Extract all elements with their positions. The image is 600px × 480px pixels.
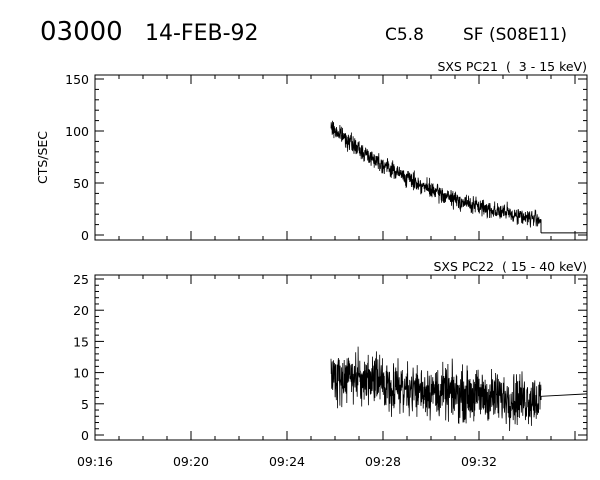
y-tick-label: 5: [81, 397, 89, 412]
y-tick-label: 50: [73, 176, 89, 191]
x-tick-label: 09:32: [461, 454, 497, 469]
y-tick-label: 20: [73, 303, 89, 318]
x-tick-label: 09:24: [269, 454, 305, 469]
panel-pc21-data: [330, 120, 587, 234]
y-tick-label: 25: [73, 272, 89, 287]
y-tick-label: 150: [65, 72, 89, 87]
event-id: 03000: [40, 17, 123, 47]
series-line: [330, 120, 542, 228]
y-tick-label: 100: [65, 124, 89, 139]
panel-pc21-ticks: 0 50 100 150: [65, 72, 587, 243]
panel-pc21-frame: [94, 74, 588, 241]
x-tick-label: 09:20: [173, 454, 209, 469]
goes-class: C5.8: [385, 25, 424, 45]
event-date: 14-FEB-92: [145, 21, 259, 46]
y-tick-label: 15: [73, 334, 89, 349]
y-tick-label: 0: [81, 228, 89, 243]
series-line: [330, 346, 542, 432]
panel-pc21: SXS PC21 ( 3 - 15 keV) CTS/SEC 0 50 100 150: [35, 59, 588, 243]
panel-pc22-title: SXS PC22 ( 15 - 40 keV): [433, 259, 587, 274]
x-tick-label: 09:28: [365, 454, 401, 469]
y-tick-label: 0: [81, 428, 89, 443]
flare-info: SF (S08E11): [463, 25, 567, 45]
panel-pc22-frame: [94, 274, 588, 441]
series-tail: [540, 393, 588, 397]
panel-pc21-title: SXS PC21 ( 3 - 15 keV): [437, 59, 587, 74]
panel-pc22-ticks: 0 5 10 15 20 25 09:16 09:20 09:24 09:28 09:32: [73, 272, 587, 469]
panel-pc21-ylabel: CTS/SEC: [35, 131, 50, 184]
panel-pc22-data: [330, 346, 588, 432]
x-tick-label: 09:16: [77, 454, 113, 469]
y-tick-label: 10: [73, 366, 89, 381]
